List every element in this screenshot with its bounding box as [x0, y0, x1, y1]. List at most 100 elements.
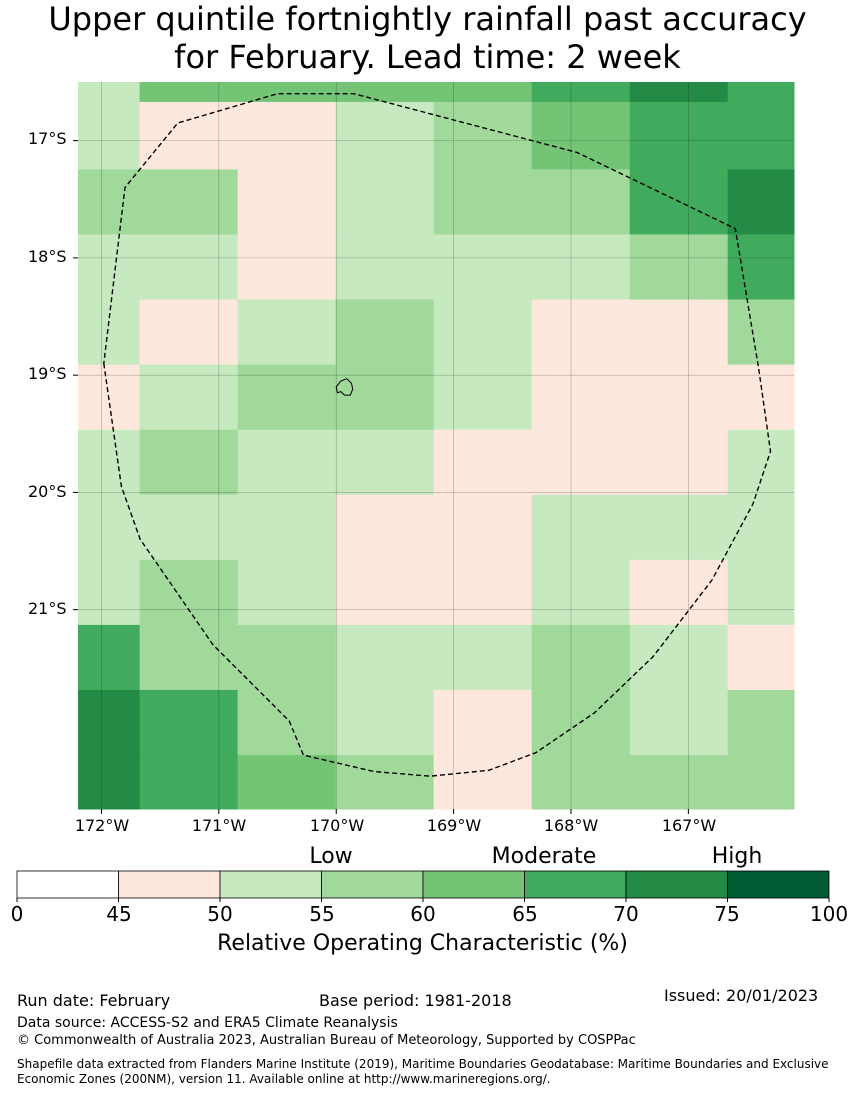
category-label-low: Low — [309, 844, 353, 869]
map-cell — [78, 559, 141, 626]
map-cell — [531, 559, 631, 626]
map-cell — [237, 82, 337, 103]
colorbar-segment — [727, 870, 830, 899]
map-cell — [78, 169, 141, 235]
map-cell — [335, 169, 435, 235]
map-cell — [237, 101, 337, 170]
map-cell — [629, 494, 729, 561]
eez-boundary-line — [103, 93, 772, 777]
map-cell — [78, 689, 141, 756]
lat-tick-label: 17°S — [28, 129, 67, 148]
map-cell — [629, 364, 729, 431]
colorbar-segment — [16, 870, 119, 899]
lon-tick-label: 169°W — [426, 816, 482, 835]
map-cell — [727, 101, 795, 170]
map-cell — [335, 299, 435, 366]
map-cell — [139, 299, 239, 366]
map-cell — [237, 755, 337, 810]
map-cell — [727, 234, 795, 301]
map-grid-cells — [78, 82, 795, 810]
colorbar-segment — [321, 870, 424, 899]
shapefile-credit: Shapefile data extracted from Flanders M… — [17, 1057, 829, 1086]
map-cell — [531, 101, 631, 170]
map-cell — [139, 624, 239, 691]
map-cell — [78, 299, 141, 366]
map-cell — [78, 234, 141, 301]
lon-tick-label: 167°W — [661, 816, 717, 835]
lon-tick-label: 172°W — [74, 816, 130, 835]
map-cell — [78, 755, 141, 810]
colorbar-tick-label: 100 — [809, 902, 849, 926]
map-cell — [335, 494, 435, 561]
lon-tick-label: 168°W — [543, 816, 599, 835]
lat-tick-label: 19°S — [28, 364, 67, 383]
map-cell — [433, 494, 533, 561]
map-cell — [727, 82, 795, 103]
map-cell — [237, 169, 337, 235]
map-cell — [237, 429, 337, 496]
map-cell — [531, 755, 631, 810]
map-cell — [727, 559, 795, 626]
map-cell — [433, 755, 533, 810]
map-cell — [139, 101, 239, 170]
map-cell — [139, 494, 239, 561]
map-gridlines — [73, 82, 794, 814]
map-cell — [433, 299, 533, 366]
map-cell — [335, 429, 435, 496]
map-cell — [139, 82, 239, 103]
map-cell — [139, 429, 239, 496]
map-cell — [727, 429, 795, 496]
map-cell — [335, 82, 435, 103]
colorbar-tick-label: 65 — [512, 902, 538, 926]
colorbar-segment — [219, 870, 322, 899]
lat-tick-label: 21°S — [28, 599, 67, 618]
map-cell — [78, 429, 141, 496]
niue-island-outline — [335, 378, 354, 396]
run-date: Run date: February — [17, 991, 171, 1010]
map-cell — [139, 689, 239, 756]
map-cell — [335, 559, 435, 626]
colorbar-tick-label: 50 — [207, 902, 233, 926]
data-source: Data source: ACCESS-S2 and ERA5 Climate … — [17, 1015, 398, 1031]
map-cell — [727, 364, 795, 431]
map-cell — [727, 299, 795, 366]
map-cell — [335, 624, 435, 691]
map-cell — [237, 559, 337, 626]
map-cell — [629, 299, 729, 366]
colorbar-tick-label: 70 — [613, 902, 639, 926]
base-period: Base period: 1981-2018 — [319, 991, 512, 1010]
map-cell — [629, 101, 729, 170]
map-cell — [335, 689, 435, 756]
lat-tick-label: 18°S — [28, 247, 67, 266]
map-cell — [433, 624, 533, 691]
map-cell — [237, 299, 337, 366]
map-cell — [629, 755, 729, 810]
lat-tick-label: 20°S — [28, 482, 67, 501]
lon-tick-label: 170°W — [309, 816, 365, 835]
map-cell — [629, 429, 729, 496]
colorbar-tick-label: 0 — [10, 902, 24, 926]
title-line-1: Upper quintile fortnightly rainfall past… — [48, 0, 807, 38]
colorbar-tick-label: 55 — [309, 902, 335, 926]
colorbar-segment — [625, 870, 728, 899]
map-cell — [139, 364, 239, 431]
map-cell — [433, 559, 533, 626]
map-cell — [78, 624, 141, 691]
map-cell — [237, 624, 337, 691]
map-cell — [78, 101, 141, 170]
map-cell — [629, 234, 729, 301]
map-cell — [531, 234, 631, 301]
map-cell — [237, 364, 337, 431]
copyright-notice: © Commonwealth of Australia 2023, Austra… — [17, 1033, 636, 1048]
colorbar-tick-label: 60 — [410, 902, 436, 926]
map-cell — [727, 624, 795, 691]
issued-date: Issued: 20/01/2023 — [664, 986, 819, 1005]
map-cell — [433, 169, 533, 235]
map-cell — [531, 299, 631, 366]
map-cell — [139, 169, 239, 235]
map-cell — [629, 624, 729, 691]
map-cell — [335, 364, 435, 431]
map-cell — [139, 559, 239, 626]
map-cell — [727, 494, 795, 561]
colorbar-tick-label: 75 — [714, 902, 740, 926]
